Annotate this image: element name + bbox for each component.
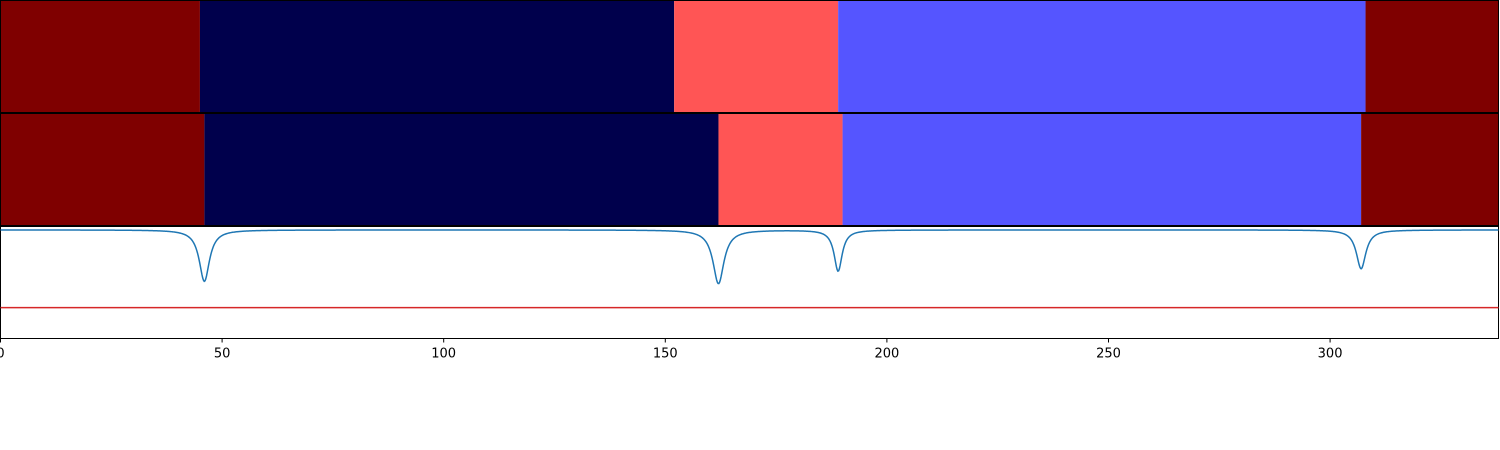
- line-panel: [0, 226, 1499, 339]
- segment-row-top-frame: [0, 0, 1499, 113]
- segment-middle-1: [204, 113, 719, 226]
- line-panel-frame: [0, 226, 1499, 339]
- x-tick-label-300: 300: [1318, 347, 1343, 362]
- x-axis: 0 50 100 150 200 250 300: [0, 338, 1343, 362]
- segment-top-1: [199, 0, 675, 113]
- segment-row-top: [0, 0, 1499, 113]
- series-line: [0, 229, 1499, 285]
- segment-middle-2: [718, 113, 843, 226]
- segment-top-4: [1365, 0, 1499, 113]
- x-tick-label-50: 50: [214, 347, 231, 362]
- segment-row-middle-frame: [0, 113, 1499, 226]
- x-tick-label-100: 100: [431, 347, 456, 362]
- x-tick-label-0: 0: [0, 347, 5, 362]
- segment-row-middle: [0, 113, 1499, 226]
- segment-middle-4: [1361, 113, 1499, 226]
- segment-top-0: [0, 0, 200, 113]
- x-tick-label-200: 200: [874, 347, 899, 362]
- segment-top-3: [838, 0, 1366, 113]
- segment-middle-0: [0, 113, 205, 226]
- x-tick-label-150: 150: [653, 347, 678, 362]
- segment-top-2: [674, 0, 839, 113]
- x-tick-label-250: 250: [1096, 347, 1121, 362]
- segment-middle-3: [842, 113, 1362, 226]
